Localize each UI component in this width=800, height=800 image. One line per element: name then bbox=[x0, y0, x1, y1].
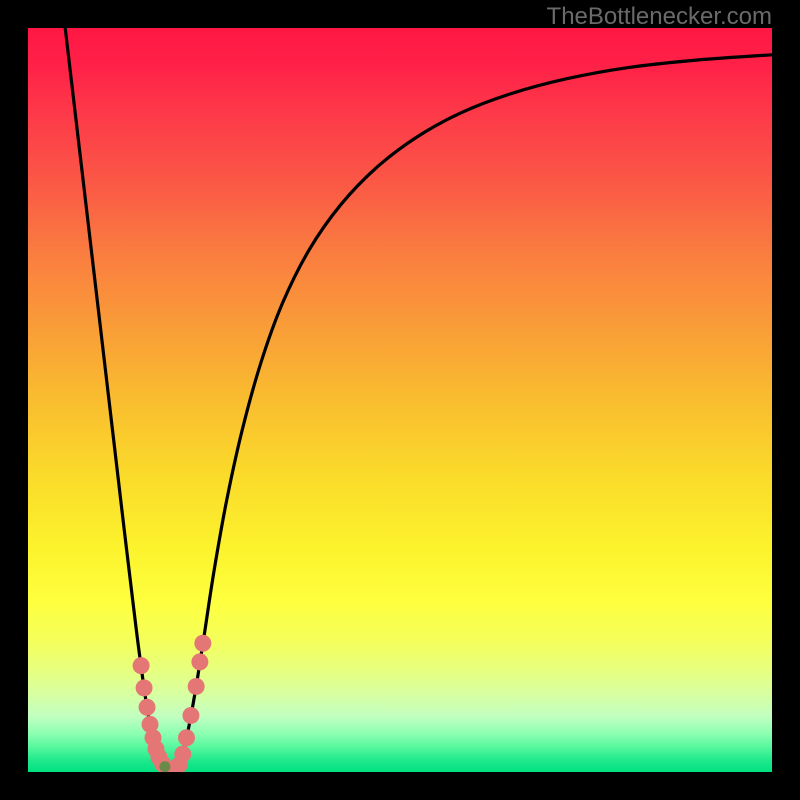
marker-left-branch-markers bbox=[133, 657, 150, 674]
marker-right-branch-markers bbox=[188, 678, 205, 695]
curve-right-branch bbox=[173, 55, 772, 772]
marker-right-branch-markers bbox=[182, 707, 199, 724]
marker-left-branch-markers bbox=[136, 679, 153, 696]
marker-right-branch-markers bbox=[191, 653, 208, 670]
chart-canvas: TheBottlenecker.com bbox=[0, 0, 800, 800]
curve-left-branch bbox=[65, 28, 173, 772]
marker-right-branch-markers bbox=[174, 746, 191, 763]
marker-left-branch-markers bbox=[139, 699, 156, 716]
attribution-text: TheBottlenecker.com bbox=[547, 3, 772, 31]
marker-right-branch-markers bbox=[178, 729, 195, 746]
marker-minimum-marker bbox=[159, 761, 170, 772]
curve-overlay bbox=[28, 28, 772, 772]
marker-right-branch-markers bbox=[194, 635, 211, 652]
